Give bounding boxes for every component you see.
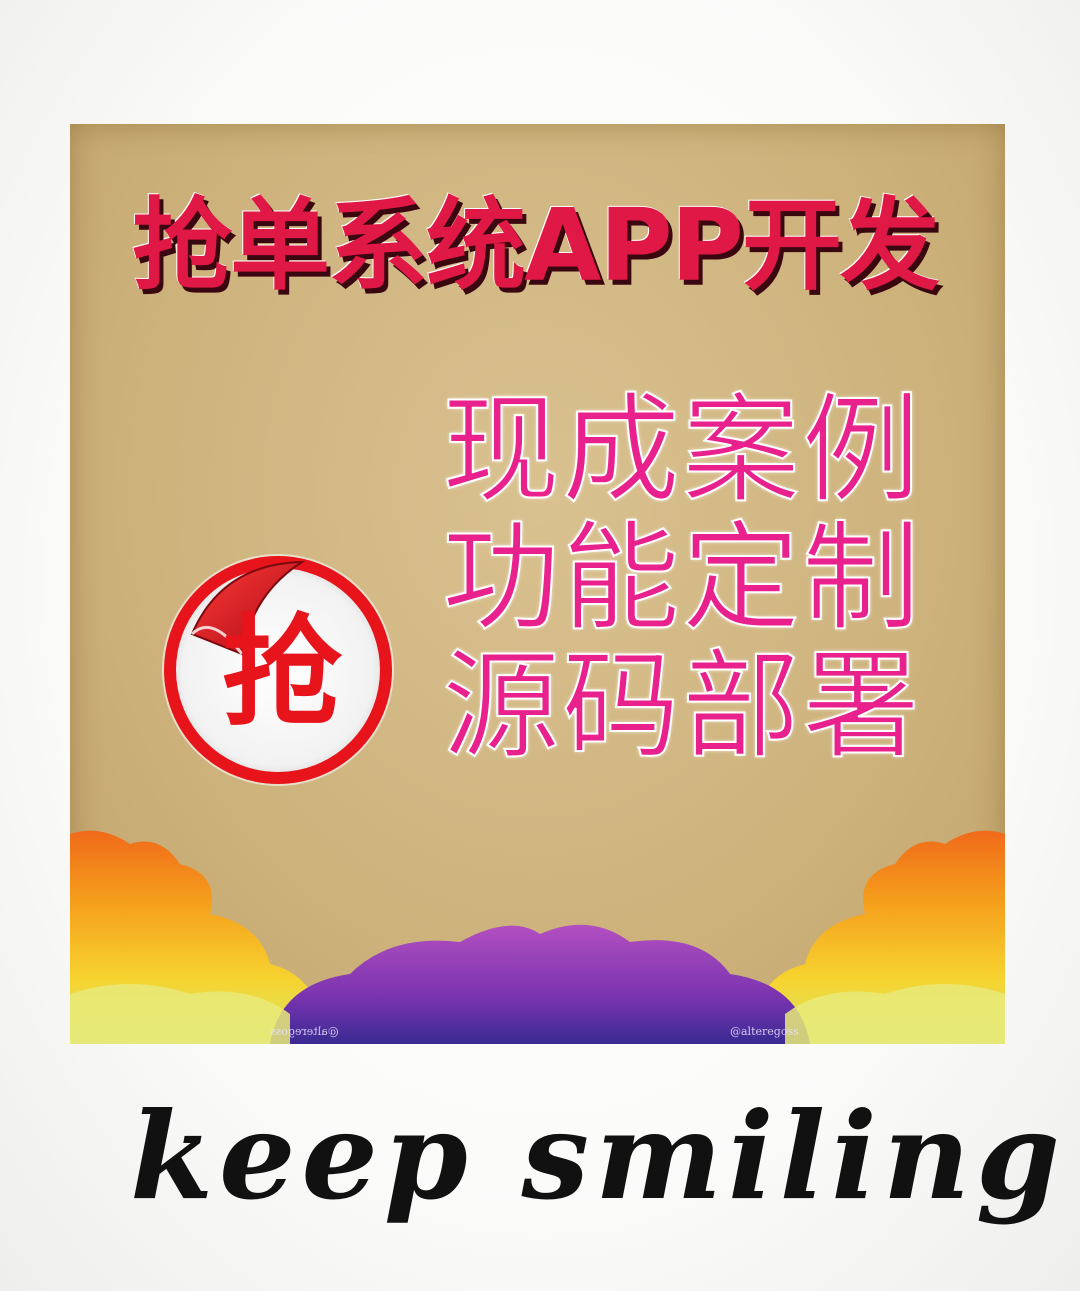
feature-ready-cases: 现成案例 (441, 381, 923, 519)
cloud-decoration (70, 830, 1005, 1044)
watermark-left: @alteregoss (270, 1025, 339, 1038)
feature-custom-functions: 功能定制 (441, 509, 923, 647)
feature-source-deploy: 源码部署 (441, 637, 923, 775)
grab-sticker-icon: 抢 (162, 554, 394, 786)
sticker-char: 抢 (222, 604, 343, 743)
feature-list: 现成案例 功能定制 源码部署 (441, 381, 962, 775)
watermark-right: @alteregoss (730, 1025, 799, 1038)
poster: 抢单系统APP开发 现成案例 功能定制 源码部署 抢 (70, 124, 1005, 1044)
caption-keep-smiling: keep smiling (130, 1086, 1066, 1227)
poster-title: 抢单系统APP开发 (132, 187, 940, 304)
